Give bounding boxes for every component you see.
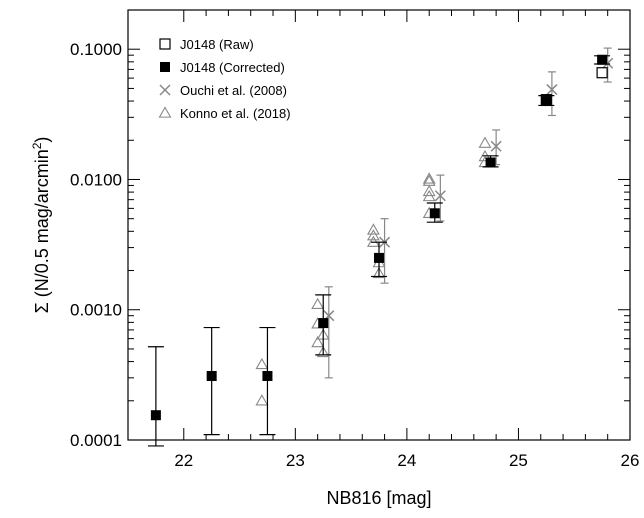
y-tick-label: 0.1000 [70, 40, 122, 59]
data-point [366, 229, 380, 241]
data-point [311, 297, 325, 310]
legend-item: J0148 (Corrected) [160, 60, 285, 75]
data-point [429, 208, 440, 219]
legend-item: Konno et al. (2018) [158, 106, 291, 121]
legend-label: J0148 (Raw) [180, 37, 254, 52]
data-point [206, 370, 217, 381]
legend-marker [159, 38, 171, 50]
error-bar [147, 346, 164, 447]
series-konno-et-al-2018- [255, 136, 492, 406]
data-point [366, 235, 380, 247]
data-point [422, 189, 436, 202]
data-point [422, 172, 436, 184]
series-ouchi-et-al-2008- [323, 47, 614, 379]
data-layer [147, 47, 614, 447]
x-tick-label: 25 [509, 451, 528, 470]
data-point [541, 96, 552, 107]
legend-marker [158, 106, 172, 118]
error-bar [436, 174, 445, 222]
cross-stroke [490, 140, 502, 152]
plot-frame [127, 9, 631, 441]
legend-label: Ouchi et al. (2008) [180, 83, 287, 98]
cross-stroke [602, 57, 614, 69]
error-bar [324, 286, 333, 379]
x-tick-label: 22 [174, 451, 193, 470]
error-bar [547, 71, 556, 117]
error-bar [380, 218, 389, 284]
data-point [311, 335, 325, 348]
legend: J0148 (Raw) J0148 (Corrected) Ouchi et al.… [158, 37, 291, 121]
x-tick-label: 26 [621, 451, 640, 470]
data-point [434, 190, 446, 202]
y-axis-label: Σ (N/0.5 mag/arcmin2) [30, 137, 52, 314]
axis-ticks [128, 9, 631, 441]
data-point [262, 370, 273, 381]
series-j0148-corrected- [147, 54, 611, 447]
y-tick-label: 0.0100 [70, 170, 122, 189]
y-tick-labels: 0.0001 0.0010 0.0100 0.1000 [70, 40, 122, 450]
legend-marker [160, 62, 170, 72]
data-point [490, 140, 502, 152]
legend-item: Ouchi et al. (2008) [159, 83, 287, 98]
cross-stroke [159, 84, 171, 96]
data-point [318, 318, 329, 329]
data-point [366, 223, 380, 235]
data-point [316, 345, 330, 358]
error-bar [259, 326, 276, 436]
data-point [546, 84, 558, 96]
cross-stroke [434, 190, 446, 202]
data-point [255, 357, 269, 370]
y-tick-label: 0.0010 [70, 301, 122, 320]
cross-stroke [546, 84, 558, 96]
data-point [255, 394, 269, 406]
data-point [374, 252, 384, 263]
legend-label: Konno et al. (2018) [180, 106, 291, 121]
data-point [422, 184, 436, 197]
data-point [150, 410, 161, 421]
data-point [597, 54, 608, 65]
data-point [372, 266, 386, 279]
data-point [485, 157, 496, 168]
legend-label: J0148 (Corrected) [180, 60, 285, 75]
x-tick-label: 24 [397, 451, 416, 470]
x-tick-label: 23 [286, 451, 305, 470]
error-bar [203, 326, 220, 436]
x-axis-label: NB816 [mag] [326, 488, 431, 508]
x-tick-labels: 22 23 24 25 26 [174, 451, 639, 470]
legend-marker [159, 84, 171, 96]
data-point [596, 67, 608, 79]
data-point [478, 136, 492, 148]
y-tick-label: 0.0001 [70, 431, 122, 450]
legend-item: J0148 (Raw) [159, 37, 254, 52]
